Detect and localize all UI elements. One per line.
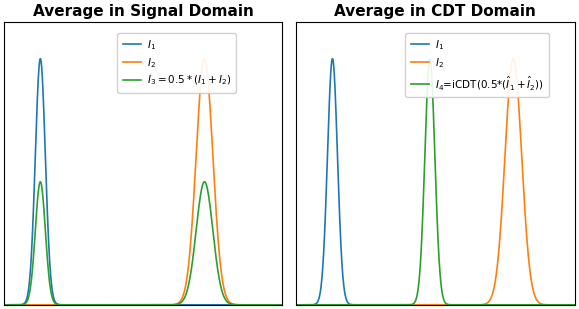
Legend: $I_1$, $I_2$, $I_3 = 0.5 * (I_1 + I_2)$: $I_1$, $I_2$, $I_3 = 0.5 * (I_1 + I_2)$ (118, 32, 236, 92)
Title: Average in CDT Domain: Average in CDT Domain (335, 4, 536, 19)
Title: Average in Signal Domain: Average in Signal Domain (33, 4, 254, 19)
Legend: $I_1$, $I_2$, $I_4$=iCDT(0.5$*$($\hat{I}_1 + \hat{I}_2$)): $I_1$, $I_2$, $I_4$=iCDT(0.5$*$($\hat{I}… (405, 32, 549, 97)
